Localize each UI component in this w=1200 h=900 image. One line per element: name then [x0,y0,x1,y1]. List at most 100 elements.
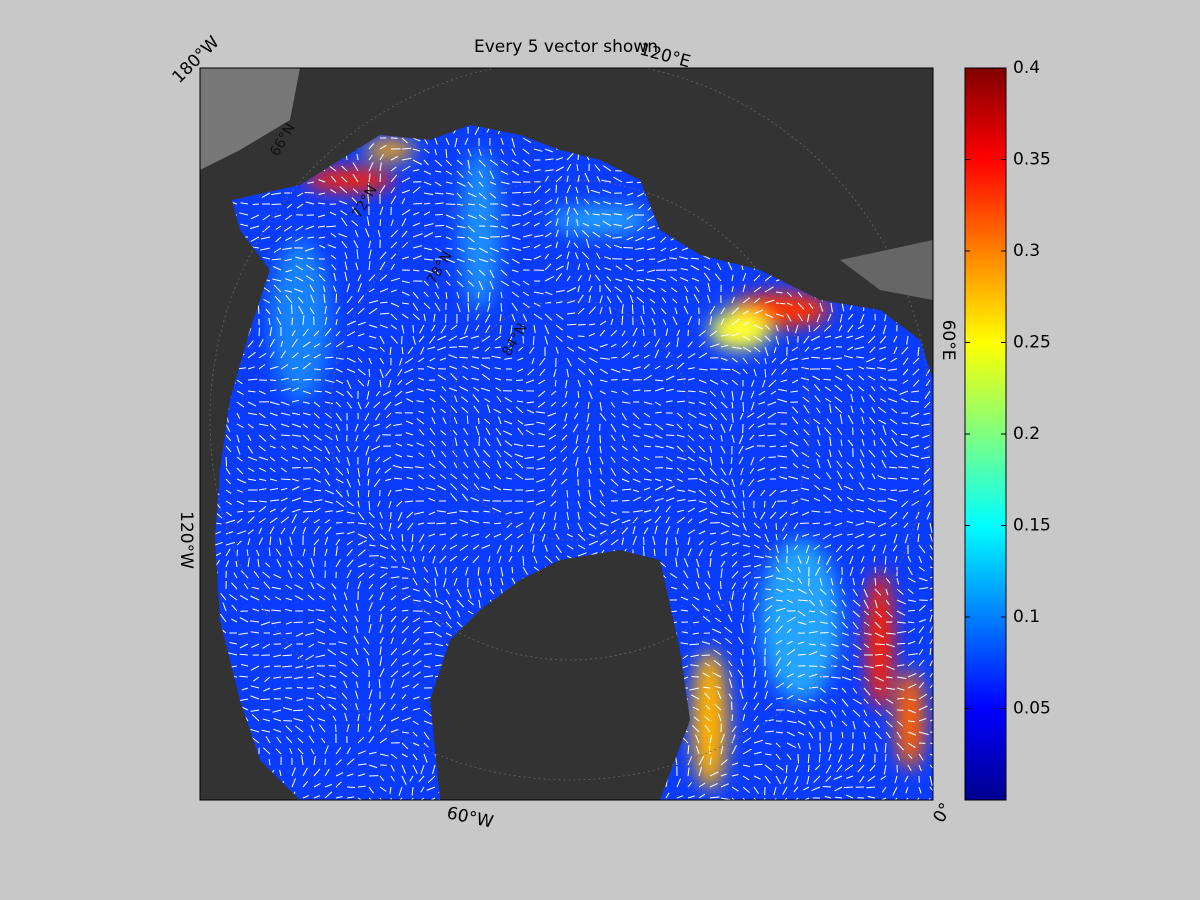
vector [698,341,706,348]
vector [709,796,720,799]
vector [227,652,238,656]
vector [698,352,708,359]
vector [742,592,747,601]
vector [368,703,372,711]
vector [473,472,480,480]
land-light [840,240,933,300]
vector [901,500,909,508]
vector [368,161,374,172]
vector [536,421,546,425]
vector [401,137,408,144]
vector [423,247,433,251]
vector [566,275,571,282]
vector [517,419,524,425]
vector [742,786,751,794]
vector [690,654,700,658]
vector [346,345,354,348]
vector [515,379,524,381]
vector [749,467,755,474]
vector [604,283,612,293]
vector [870,324,876,332]
vector [379,261,386,271]
vector [379,357,385,365]
vector [887,398,898,403]
vector [775,649,781,656]
vector [434,610,442,615]
vector [621,467,630,475]
vector [705,704,711,711]
vector [517,427,524,436]
vector [262,225,271,233]
vector [332,593,337,601]
vector [365,401,370,409]
vector [379,753,389,757]
vector [367,379,370,387]
vector [891,437,898,447]
vector [357,540,367,546]
vector [565,196,568,205]
vector [929,786,933,794]
vector [753,786,760,794]
vector [720,733,725,744]
vector [401,717,412,722]
vector [315,628,326,634]
vector [874,599,878,609]
vector [756,412,766,419]
vector [412,186,421,194]
vector [555,346,559,354]
vector [577,307,585,315]
vector [494,367,502,370]
vector [583,198,590,205]
vector [835,796,843,799]
vector [852,698,862,705]
vector [332,285,337,293]
vector [390,729,399,733]
vector [555,254,563,260]
vector [549,456,557,462]
vector [610,390,618,394]
vector [313,412,320,419]
vector [859,313,865,324]
title: Every 5 vector shown [474,37,658,57]
vector [692,632,700,635]
vector [445,621,452,629]
vector [884,753,887,762]
vector [269,401,280,406]
vector [731,511,739,518]
vector [276,317,282,326]
vector [632,366,641,370]
vector [379,301,388,304]
vector [263,298,271,304]
vector [318,274,326,282]
vector [511,236,521,240]
vector [731,401,734,409]
vector [907,764,912,772]
vector [768,379,777,388]
vector [856,356,865,359]
vector [484,418,491,425]
vector [390,585,397,590]
vector [687,518,693,524]
vector [770,368,777,376]
vector [746,412,755,418]
vector [247,378,258,381]
vector [496,437,502,447]
vector [280,507,287,513]
vector [401,147,412,150]
vector [379,702,386,711]
vector [390,678,395,689]
vector [720,357,728,361]
vector [467,236,475,243]
vector [456,247,465,252]
vector [456,148,461,155]
vector [500,137,504,145]
vector [852,610,861,618]
vector [414,511,425,515]
vector [478,436,480,447]
vector [720,467,727,476]
vector [726,650,733,656]
vector [291,513,297,524]
vector [467,192,477,198]
vector [456,610,461,618]
vector [324,412,332,419]
